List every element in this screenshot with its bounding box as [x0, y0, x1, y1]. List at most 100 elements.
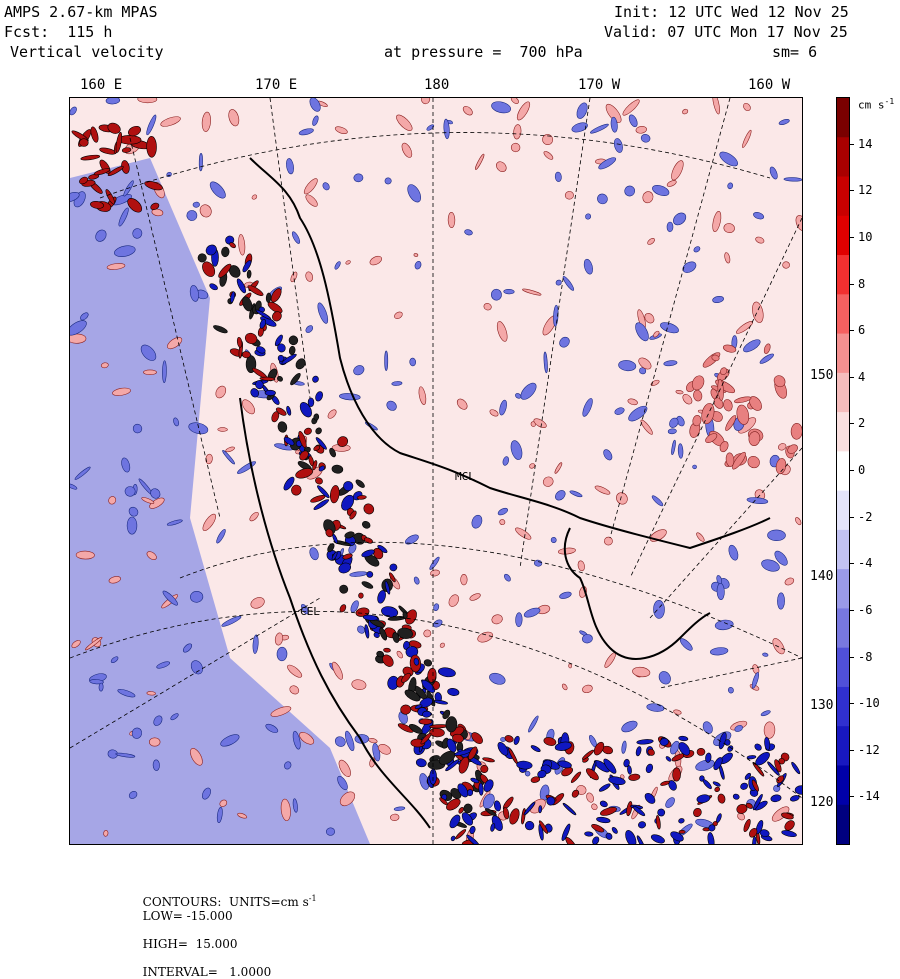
contour-cell	[530, 745, 541, 753]
contour-cell	[458, 807, 464, 814]
contour-cell	[343, 481, 354, 492]
contour-cell	[774, 550, 788, 566]
contour-cell	[515, 612, 523, 627]
contour-info: CONTOURS: UNITS=cm s-1 LOW= -15.000 HIGH…	[142, 894, 317, 979]
contour-cell	[128, 506, 139, 517]
contour-cell	[298, 431, 307, 448]
contour-cell	[784, 820, 795, 831]
contour-cell	[202, 787, 211, 800]
contour-cell	[350, 600, 359, 613]
contour-cell	[334, 261, 341, 270]
contour-cell	[384, 177, 392, 185]
contour-cell	[636, 835, 647, 844]
contour-cell	[376, 650, 385, 658]
contour-cell	[413, 657, 420, 666]
contour-cell	[616, 492, 628, 505]
contour-cell	[250, 388, 260, 398]
contour-cell	[493, 800, 502, 812]
contour-cell	[443, 118, 450, 140]
contour-cell	[561, 683, 568, 691]
contour-cell	[341, 494, 355, 511]
colorbar-swatches	[837, 98, 849, 845]
contour-cell	[728, 544, 739, 561]
contour-cell	[712, 98, 720, 115]
contour-cell	[286, 405, 292, 416]
contour-cell	[466, 834, 481, 844]
contour-cell	[312, 460, 318, 471]
contour-cell	[623, 758, 630, 768]
contour-cell	[577, 560, 585, 572]
contour-cell	[795, 215, 802, 232]
contour-cell	[671, 439, 676, 455]
contour-cell	[85, 636, 103, 651]
contour-cell	[89, 679, 104, 685]
colorbar-swatch	[837, 372, 849, 413]
contour-cell	[146, 691, 156, 696]
contour-cell	[422, 710, 432, 718]
contour-cell	[513, 735, 520, 745]
contour-cell	[247, 285, 264, 296]
contour-cell	[561, 766, 573, 777]
colorbar-swatch	[837, 255, 849, 295]
contour-cell	[450, 835, 456, 842]
meridian-150w	[629, 217, 802, 579]
contour-cell	[283, 436, 295, 446]
colorbar-tick	[850, 143, 854, 145]
contour-cell	[190, 660, 203, 675]
contour-cell	[121, 147, 132, 153]
contour-cell	[448, 594, 460, 607]
contour-cell	[339, 393, 361, 401]
contour-cell	[665, 756, 672, 762]
contour-cell	[709, 647, 729, 656]
contour-cell	[355, 479, 365, 488]
contour-cell	[665, 797, 675, 808]
contour-cell	[778, 443, 787, 451]
contour-cell	[599, 800, 608, 808]
contour-cell	[255, 380, 264, 390]
lon-label-180: 180	[424, 77, 450, 93]
contour-cell	[303, 427, 312, 435]
contour-cell	[378, 743, 391, 755]
contour-cell	[114, 245, 136, 257]
contour-cell	[647, 237, 655, 245]
station-mcmurdo: MCL	[455, 470, 475, 483]
model-title: AMPS 2.67-km MPAS	[4, 3, 158, 21]
contour-cell	[461, 812, 473, 826]
contour-cell	[384, 580, 391, 595]
contour-cell	[499, 519, 506, 526]
contour-cell	[265, 723, 279, 733]
smoothing: sm= 6	[772, 43, 818, 61]
contour-cell	[274, 334, 283, 347]
meridian-130w	[659, 657, 802, 689]
contour-cell	[755, 751, 770, 766]
contour-cell	[714, 786, 720, 793]
contour-cell	[237, 812, 248, 819]
contour-cell	[732, 451, 746, 470]
contour-cell	[397, 723, 414, 733]
contour-cell	[331, 551, 338, 561]
colorbar-label: 10	[858, 229, 873, 244]
contour-cell	[356, 495, 367, 500]
lon-label-170w: 170 W	[578, 77, 621, 93]
contour-cell	[131, 727, 143, 739]
contour-cell	[103, 830, 109, 837]
contour-cell	[736, 404, 750, 425]
colorbar-swatch	[837, 726, 849, 766]
contour-cell	[673, 709, 682, 715]
contour-cell	[554, 741, 572, 751]
contour-cell	[414, 704, 423, 709]
contour-cell	[140, 344, 157, 361]
contour-cell	[678, 735, 689, 742]
contour-cell	[351, 679, 367, 690]
colorbar-label: -6	[858, 602, 873, 617]
contour-cell	[150, 202, 160, 211]
contour-cell	[692, 415, 702, 427]
contour-cell	[762, 652, 769, 657]
contour-cell	[128, 125, 141, 137]
contour-cell	[236, 278, 246, 294]
contour-cell	[108, 496, 117, 505]
contour-cell	[478, 782, 484, 796]
contour-cell	[292, 730, 301, 750]
contour-cell	[209, 181, 226, 199]
colorbar-swatch	[837, 608, 849, 649]
